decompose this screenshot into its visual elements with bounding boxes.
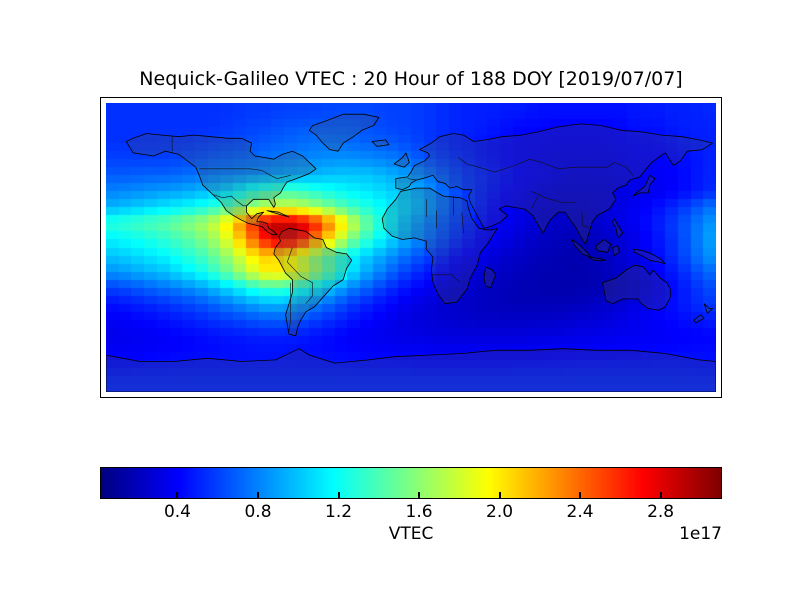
coastline-greenland <box>308 113 380 152</box>
country-border <box>407 178 417 181</box>
colorbar-tick-label: 2.4 <box>566 502 594 522</box>
coastline-south-america <box>273 227 353 337</box>
coastline-australia <box>602 264 671 311</box>
colorbar-tick-label: 0.8 <box>244 502 272 522</box>
coastline-borneo <box>595 239 612 253</box>
country-border <box>581 212 590 229</box>
vtec-heatmap <box>106 103 716 392</box>
colorbar-tick-label: 2.8 <box>647 502 675 522</box>
coastline-sulawesi <box>612 245 620 256</box>
country-border <box>531 195 539 210</box>
colorbar-tick-labels: 0.4 0.8 1.2 1.6 2.0 2.4 2.8 <box>0 502 800 522</box>
colorbar-axis-label: VTEC <box>388 524 434 544</box>
colorbar-tick <box>176 492 179 498</box>
country-border <box>286 247 313 304</box>
colorbar-tick <box>257 492 259 498</box>
coastline-cuba-hispaniola <box>266 210 290 218</box>
country-border <box>461 212 464 234</box>
coastline-japan <box>632 174 656 197</box>
country-border <box>212 194 247 207</box>
coastline-new-zealand-north <box>703 303 713 314</box>
colorbar-gradient <box>101 468 721 498</box>
colorbar-tick-label: 1.2 <box>325 502 353 522</box>
coastline-sumatra <box>571 239 591 258</box>
colorbar-tick <box>579 492 582 498</box>
country-border <box>431 274 461 284</box>
coastline-iceland <box>371 139 390 147</box>
coastline-eurasia <box>395 123 713 245</box>
colorbar-tick-label: 2.0 <box>486 502 514 522</box>
coastline-madagascar <box>483 266 497 288</box>
colorbar <box>100 467 722 499</box>
coastlines-overlay <box>106 113 716 392</box>
coastline-antarctica <box>106 348 716 392</box>
country-border <box>288 282 291 332</box>
colorbar-scale-label: 1e17 <box>679 524 722 544</box>
plot-title: Nequick-Galileo VTEC : 20 Hour of 188 DO… <box>139 68 683 90</box>
coastline-north-america <box>125 133 317 236</box>
coastline-united-kingdom <box>393 152 410 168</box>
coastline-new-guinea <box>632 248 666 264</box>
coastline-new-zealand-south <box>693 314 705 324</box>
colorbar-tick <box>337 492 340 498</box>
colorbar-tick <box>659 492 662 498</box>
colorbar-tick-label: 1.6 <box>405 502 433 522</box>
coastline-africa <box>381 187 498 305</box>
map-axes <box>100 97 722 398</box>
colorbar-tick <box>418 492 421 498</box>
colorbar-tick <box>498 492 501 498</box>
colorbar-tick-label: 0.4 <box>163 502 192 522</box>
country-border <box>458 157 634 176</box>
country-border <box>199 168 291 179</box>
coastline-philippines <box>612 218 624 239</box>
country-border <box>531 191 576 203</box>
coastline-java <box>588 256 607 261</box>
